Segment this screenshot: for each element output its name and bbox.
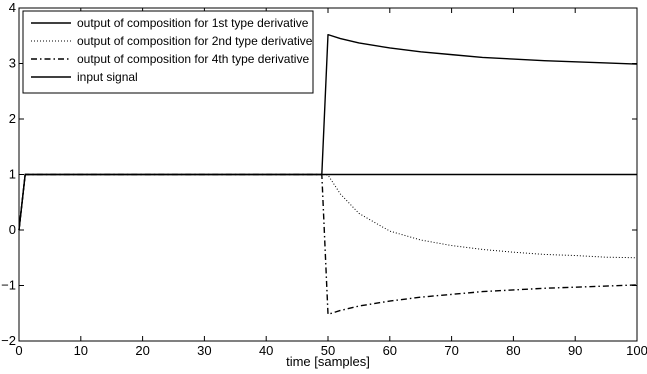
legend-entry-3: output of composition for 4th type deriv… — [77, 52, 309, 66]
x-tick-label: 0 — [15, 343, 22, 358]
x-tick-label: 70 — [444, 343, 458, 358]
x-axis-label: time [samples] — [286, 354, 370, 369]
legend: output of composition for 1st type deriv… — [22, 10, 314, 94]
ticks-layer: 0 10 20 30 40 50 60 70 80 90 100 −2 −1 0 1 2 3 4 — [1, 0, 647, 358]
x-tick-label: 10 — [74, 343, 88, 358]
x-tick-label: 50 — [321, 343, 335, 358]
y-tick-label: 0 — [9, 222, 16, 237]
legend-entry-4: input signal — [77, 70, 138, 84]
legend-entry-2: output of composition for 2nd type deriv… — [77, 34, 313, 48]
x-tick-label: 90 — [568, 343, 582, 358]
x-tick-label: 80 — [506, 343, 520, 358]
y-tick-label: 4 — [9, 0, 16, 15]
series-line-4 — [18, 173, 637, 231]
x-tick-label: 60 — [383, 343, 397, 358]
y-tick-label: 3 — [9, 56, 16, 71]
y-tick-label: −1 — [1, 278, 16, 293]
series-line-3 — [18, 173, 638, 316]
y-tick-label: −2 — [1, 333, 16, 348]
x-tick-label: 30 — [197, 343, 211, 358]
series-layer — [18, 33, 638, 316]
legend-box — [22, 10, 314, 94]
legend-entry-1: output of composition for 1st type deriv… — [77, 16, 309, 30]
x-tick-label: 40 — [259, 343, 273, 358]
y-tick-label: 2 — [9, 111, 16, 126]
series-line-2 — [18, 174, 638, 259]
y-tick-label: 1 — [9, 167, 16, 182]
x-tick-label: 100 — [626, 343, 647, 358]
x-tick-label: 20 — [135, 343, 149, 358]
series-line-1 — [18, 33, 638, 231]
